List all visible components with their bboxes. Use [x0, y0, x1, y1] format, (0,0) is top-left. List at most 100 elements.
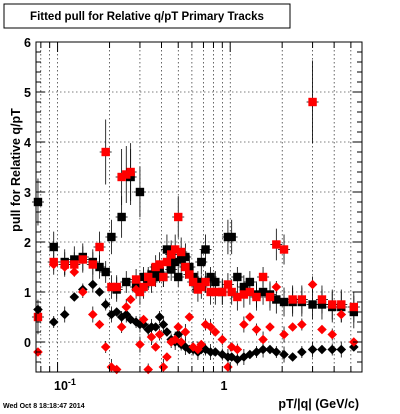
data-point-diamond	[188, 342, 198, 352]
y-tick-label-0: 0	[24, 336, 31, 350]
data-point-square	[265, 292, 275, 302]
data-point-diamond	[232, 344, 243, 355]
data-point-diamond	[88, 309, 98, 320]
data-point-square	[211, 287, 220, 297]
data-point-square	[176, 255, 186, 264]
data-point-diamond	[131, 284, 141, 295]
data-point-square	[227, 287, 236, 297]
data-point-square	[162, 257, 172, 267]
data-point-square	[174, 272, 183, 282]
data-point-diamond	[150, 342, 161, 352]
data-point-square	[279, 297, 289, 307]
data-point-square	[279, 245, 289, 254]
data-point-diamond	[307, 279, 318, 290]
data-markers	[33, 97, 359, 375]
data-point-square	[201, 245, 210, 254]
data-point-square	[117, 172, 126, 182]
data-point-diamond	[48, 317, 59, 327]
data-point-square	[126, 172, 135, 182]
x-tick-label-1: 1	[221, 379, 228, 393]
data-point-square	[288, 295, 297, 304]
data-point-diamond	[271, 347, 282, 357]
data-point-diamond	[180, 327, 191, 337]
data-point-square	[155, 260, 164, 269]
data-point-diamond	[121, 302, 132, 312]
data-point-square	[107, 282, 116, 292]
data-point-diamond	[349, 342, 359, 352]
data-point-diamond	[258, 344, 268, 355]
data-point-diamond	[59, 262, 70, 272]
data-point-diamond	[210, 327, 221, 337]
data-point-square	[252, 292, 261, 302]
data-point-diamond	[143, 324, 154, 335]
data-point-diamond	[287, 352, 298, 362]
data-point-diamond	[196, 339, 207, 350]
y-tick-label-5: 5	[24, 86, 31, 100]
data-point-square	[95, 242, 104, 252]
data-point-diamond	[150, 322, 161, 332]
data-point-square	[135, 287, 145, 297]
y-tick-label-2: 2	[24, 236, 31, 250]
data-point-square	[126, 167, 135, 177]
data-point-diamond	[158, 362, 169, 372]
data-point-square	[245, 287, 255, 297]
data-point-diamond	[77, 287, 88, 297]
data-point-diamond	[138, 314, 149, 325]
data-point-square	[233, 272, 242, 282]
data-point-square	[112, 282, 121, 292]
data-point-diamond	[48, 259, 59, 270]
axis-ticks	[36, 41, 362, 373]
data-point-square	[49, 242, 58, 252]
data-point-square	[206, 287, 215, 297]
data-point-diamond	[297, 347, 307, 357]
data-point-square	[144, 272, 153, 282]
data-point-square	[159, 272, 168, 282]
data-point-diamond	[146, 332, 157, 342]
data-point-diamond	[307, 344, 318, 355]
data-point-diamond	[121, 309, 132, 320]
data-point-diamond	[279, 329, 289, 340]
data-point-square	[223, 280, 233, 289]
data-point-diamond	[239, 319, 249, 330]
data-point-square	[308, 97, 317, 107]
data-point-square	[185, 270, 194, 279]
data-point-diamond	[245, 349, 255, 360]
data-point-square	[317, 300, 327, 309]
data-point-diamond	[200, 344, 211, 355]
data-point-diamond	[336, 344, 347, 355]
data-point-square	[155, 267, 164, 277]
data-point-square	[239, 290, 249, 299]
data-point-diamond	[176, 337, 186, 347]
data-point-square	[188, 277, 198, 287]
data-point-diamond	[94, 319, 105, 330]
data-point-square	[181, 262, 190, 272]
data-point-diamond	[327, 329, 338, 340]
data-point-square	[88, 260, 98, 269]
data-point-diamond	[154, 312, 165, 322]
data-point-diamond	[287, 322, 298, 332]
data-point-square	[139, 272, 148, 282]
y-axis-label: pull for Relative q/pT	[9, 108, 23, 232]
data-point-square	[308, 300, 317, 309]
data-point-square	[95, 262, 104, 272]
data-point-diamond	[69, 292, 80, 302]
data-point-square	[122, 170, 131, 179]
timestamp: Wed Oct 8 18:18:47 2014	[3, 403, 85, 410]
data-point-diamond	[131, 317, 141, 327]
data-point-diamond	[336, 309, 347, 320]
data-point-diamond	[173, 322, 184, 332]
data-point-square	[70, 255, 79, 264]
data-point-square	[33, 312, 43, 322]
data-point-square	[349, 302, 359, 312]
data-point-diamond	[271, 282, 282, 292]
data-point-square	[227, 232, 236, 242]
data-point-diamond	[116, 322, 127, 332]
data-point-square	[131, 275, 141, 284]
data-point-diamond	[162, 352, 172, 362]
data-point-square	[107, 232, 116, 242]
data-point-square	[317, 295, 327, 304]
data-point-diamond	[173, 329, 184, 340]
data-point-diamond	[33, 304, 43, 315]
data-point-diamond	[297, 319, 307, 330]
data-point-square	[117, 212, 126, 222]
